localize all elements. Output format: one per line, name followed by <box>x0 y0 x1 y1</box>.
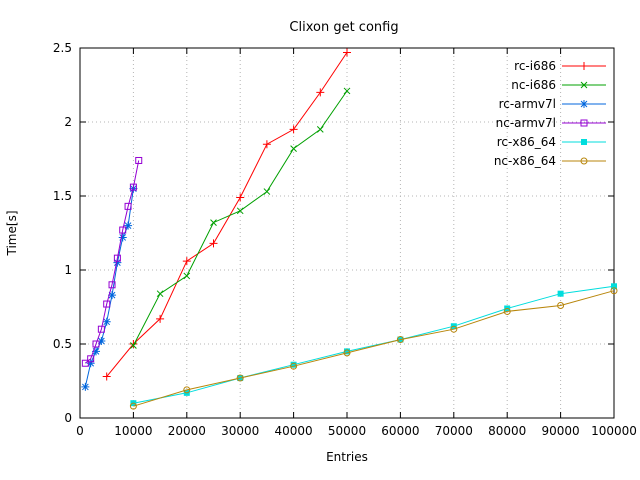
series-marker-nc-i686 <box>130 342 137 349</box>
series-marker-rc-armv7l <box>102 317 111 326</box>
series-marker-nc-x86_64 <box>183 386 191 394</box>
series-marker-nc-i686 <box>263 188 271 195</box>
series-line-nc-x86_64 <box>133 290 615 407</box>
series-marker-rc-armv7l <box>108 291 117 300</box>
series-marker-nc-armv7l <box>108 281 116 289</box>
x-tick-label: 20000 <box>168 424 206 438</box>
series-marker-rc-armv7l <box>81 382 90 391</box>
legend-label-rc-i686: rc-i686 <box>514 59 556 73</box>
y-axis-label: Time[s] <box>5 211 19 257</box>
series-marker-nc-i686 <box>343 87 351 95</box>
series-marker-rc-x86_64 <box>344 348 350 355</box>
x-tick-label: 30000 <box>221 424 259 438</box>
series-marker-rc-i686 <box>289 125 298 134</box>
series-marker-nc-armv7l <box>113 254 121 262</box>
series-marker-rc-i686 <box>316 88 325 97</box>
legend-sample-marker-rc-i686 <box>580 62 588 70</box>
y-tick-label: 1 <box>64 263 72 277</box>
x-tick-label: 0 <box>76 424 84 438</box>
x-axis-label: Entries <box>326 450 368 464</box>
series-marker-rc-armv7l <box>113 258 122 267</box>
x-tick-label: 10000 <box>114 424 152 438</box>
series-marker-rc-x86_64 <box>557 290 564 297</box>
series-marker-nc-i686 <box>210 219 217 226</box>
y-tick-label: 1.5 <box>53 189 72 203</box>
series-marker-rc-i686 <box>343 48 351 57</box>
series-marker-nc-armv7l <box>135 156 143 164</box>
series-marker-rc-armv7l <box>97 337 106 346</box>
series-marker-nc-armv7l <box>92 340 100 348</box>
series-marker-nc-x86_64 <box>503 307 511 315</box>
series-marker-nc-x86_64 <box>396 336 404 344</box>
series-marker-rc-armv7l <box>118 233 127 242</box>
series-marker-nc-i686 <box>290 145 297 152</box>
x-tick-label: 80000 <box>488 424 526 438</box>
x-tick-label: 90000 <box>542 424 580 438</box>
chart-generated-layer: 0 10000 20000 30000 40000 50000 60000 70000 8000… <box>53 41 637 438</box>
series-marker-nc-armv7l <box>103 300 111 308</box>
series-marker-nc-armv7l <box>119 226 127 234</box>
series-marker-nc-armv7l <box>97 325 105 333</box>
x-tick-label: 100000 <box>591 424 637 438</box>
series-marker-nc-x86_64 <box>557 302 565 310</box>
legend-label-rc-armv7l: rc-armv7l <box>499 97 556 111</box>
legend-sample-marker-rc-x86_64 <box>581 139 587 145</box>
series-marker-rc-x86_64 <box>290 361 297 368</box>
series-marker-nc-armv7l <box>81 359 89 367</box>
series-marker-nc-i686 <box>236 207 244 215</box>
series-line-rc-i686 <box>106 52 348 377</box>
series-marker-rc-armv7l <box>92 347 101 356</box>
series-line-nc-armv7l <box>84 160 140 364</box>
series-marker-nc-x86_64 <box>610 287 618 295</box>
y-tick-label: 2.5 <box>53 41 72 55</box>
x-tick-label: 40000 <box>275 424 313 438</box>
y-tick-label: 0 <box>64 411 72 425</box>
series-marker-rc-i686 <box>209 239 218 248</box>
series-marker-nc-armv7l <box>129 183 137 191</box>
series-marker-rc-i686 <box>102 372 111 381</box>
series-marker-rc-i686 <box>262 140 271 149</box>
legend-sample-marker-nc-i686 <box>580 81 588 89</box>
series-marker-nc-i686 <box>183 272 191 280</box>
x-tick-label: 70000 <box>435 424 473 438</box>
series-marker-rc-i686 <box>129 340 138 348</box>
x-tick-label: 50000 <box>328 424 366 438</box>
series-marker-rc-i686 <box>156 314 165 323</box>
series-marker-rc-x86_64 <box>611 283 617 290</box>
series-marker-rc-i686 <box>236 193 245 202</box>
x-tick-label: 60000 <box>381 424 419 438</box>
series-marker-nc-x86_64 <box>236 374 244 382</box>
chart-title: Clixon get config <box>289 20 398 35</box>
series-marker-rc-i686 <box>182 257 191 266</box>
y-tick-label: 0.5 <box>53 337 72 351</box>
y-tick-label: 2 <box>64 115 72 129</box>
legend-sample-marker-nc-x86_64 <box>580 157 588 165</box>
legend-sample-marker-rc-armv7l <box>580 100 588 108</box>
series-marker-nc-x86_64 <box>290 362 298 370</box>
series-marker-rc-armv7l <box>124 221 133 230</box>
series-marker-nc-armv7l <box>87 355 95 363</box>
series-marker-nc-i686 <box>316 126 324 133</box>
legend-label-rc-x86_64: rc-x86_64 <box>497 135 556 149</box>
legend-label-nc-armv7l: nc-armv7l <box>496 116 556 130</box>
series-marker-nc-i686 <box>156 290 164 298</box>
series-marker-nc-x86_64 <box>129 402 137 410</box>
legend-label-nc-x86_64: nc-x86_64 <box>494 154 556 168</box>
series-marker-nc-x86_64 <box>450 325 458 333</box>
series-marker-rc-armv7l <box>86 359 95 368</box>
series-marker-nc-x86_64 <box>343 349 351 357</box>
legend-label-nc-i686: nc-i686 <box>511 78 556 92</box>
series-line-rc-x86_64 <box>133 285 615 404</box>
series-marker-nc-armv7l <box>124 202 132 210</box>
legend-sample-marker-nc-armv7l <box>580 119 588 127</box>
